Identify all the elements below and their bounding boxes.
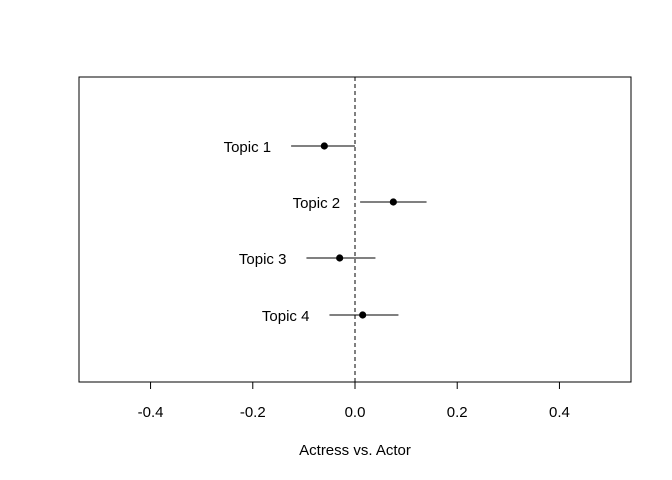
x-tick-label: -0.2 bbox=[240, 404, 266, 421]
topic-label: Topic 3 bbox=[239, 251, 287, 268]
x-tick-label: 0.4 bbox=[549, 404, 570, 421]
x-tick-label: 0.0 bbox=[345, 404, 366, 421]
x-axis: -0.4 -0.2 0.0 0.2 0.4 bbox=[138, 381, 570, 421]
point-estimate bbox=[320, 142, 328, 150]
topic-label: Topic 2 bbox=[293, 195, 341, 212]
x-tick-label: 0.2 bbox=[447, 404, 468, 421]
point-estimate bbox=[359, 311, 367, 319]
topic-label: Topic 4 bbox=[262, 308, 310, 325]
point-estimate bbox=[336, 254, 344, 262]
x-axis-title: Actress vs. Actor bbox=[299, 442, 411, 459]
topic-label: Topic 1 bbox=[224, 139, 272, 156]
x-tick-label: -0.4 bbox=[138, 404, 164, 421]
point-estimate bbox=[389, 198, 397, 206]
chart-marks: Topic 1 Topic 2 Topic 3 Topic 4 bbox=[224, 77, 427, 382]
